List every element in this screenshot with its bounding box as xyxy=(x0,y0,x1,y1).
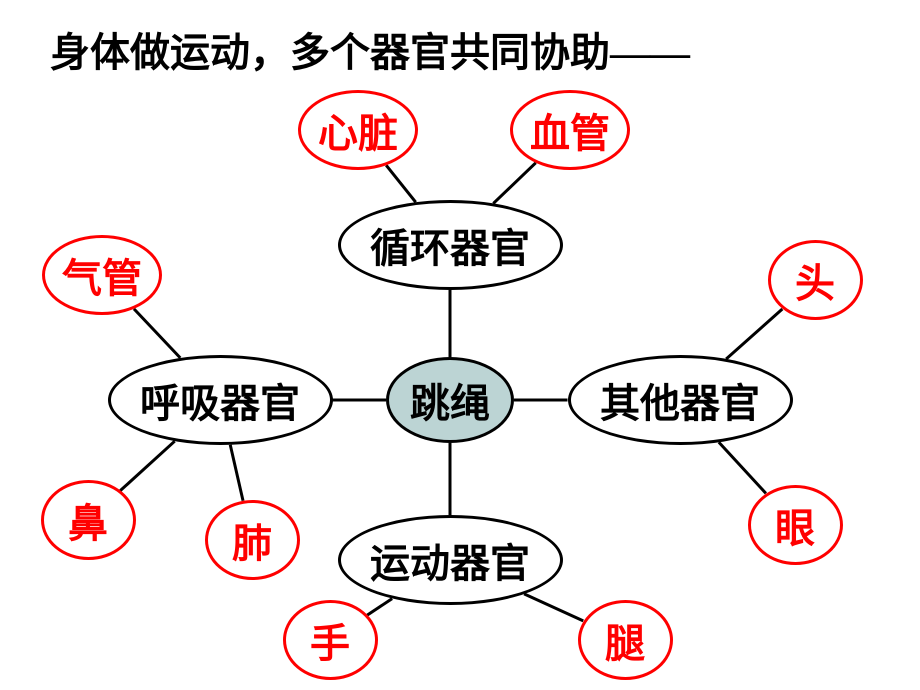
edge-line xyxy=(524,594,583,621)
edge-line xyxy=(230,445,243,501)
diagram-canvas: 身体做运动，多个器官共同协助—— 跳绳 循环器官 呼吸器官 其他器官 运动器官 … xyxy=(0,0,920,690)
node-blood-vessel: 血管 xyxy=(510,90,630,170)
edge-line xyxy=(367,599,392,616)
node-trachea: 气管 xyxy=(42,235,162,315)
node-respiration: 呼吸器官 xyxy=(108,355,333,445)
edge-line xyxy=(726,309,782,359)
edge-line xyxy=(120,441,174,490)
diagram-title: 身体做运动，多个器官共同协助—— xyxy=(50,20,690,78)
edge-line xyxy=(386,165,415,202)
node-other-organs: 其他器官 xyxy=(568,355,793,445)
node-motion-organs: 运动器官 xyxy=(338,515,563,605)
node-circulation: 循环器官 xyxy=(338,200,563,290)
node-center: 跳绳 xyxy=(386,357,514,443)
node-lung: 肺 xyxy=(205,500,300,580)
node-nose: 鼻 xyxy=(41,480,136,560)
node-heart: 心脏 xyxy=(298,90,418,170)
edge-line xyxy=(134,309,180,358)
edge-line xyxy=(493,163,535,204)
node-leg: 腿 xyxy=(578,600,673,680)
edge-line xyxy=(719,442,766,493)
node-head: 头 xyxy=(768,240,863,320)
node-hand: 手 xyxy=(283,600,378,680)
node-eye: 眼 xyxy=(748,485,843,565)
